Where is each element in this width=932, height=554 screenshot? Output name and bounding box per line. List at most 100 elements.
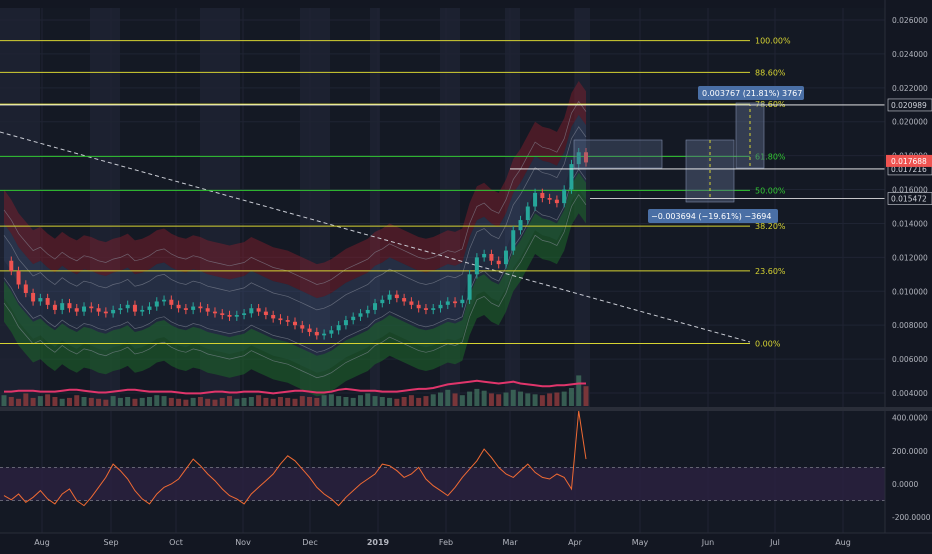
current-price-label[interactable]: 0.017688 (886, 154, 932, 167)
candle-body[interactable] (343, 320, 348, 326)
candle-body[interactable] (329, 330, 334, 334)
candle-body[interactable] (569, 164, 574, 190)
volume-bar (379, 397, 385, 406)
candle-body[interactable] (38, 298, 43, 302)
candle-body[interactable] (307, 328, 312, 332)
projection-box[interactable] (573, 139, 663, 169)
candle-body[interactable] (525, 206, 530, 221)
candle-body[interactable] (438, 304, 443, 309)
candle-body[interactable] (380, 299, 385, 304)
candle-body[interactable] (300, 325, 305, 329)
candle-body[interactable] (82, 306, 87, 312)
oscillator-line[interactable] (3, 410, 587, 507)
candle-body[interactable] (467, 274, 472, 300)
measure-down-label[interactable]: −0.003694 (−19.61%) −3694 (648, 209, 778, 223)
candle-body[interactable] (67, 303, 72, 309)
candle-body[interactable] (198, 306, 203, 309)
candle-body[interactable] (423, 308, 428, 310)
candle-body[interactable] (496, 260, 501, 265)
candle-body[interactable] (111, 309, 116, 314)
candle-body[interactable] (358, 313, 363, 317)
candle-body[interactable] (482, 253, 487, 258)
candle-body[interactable] (285, 320, 290, 322)
candle-body[interactable] (293, 321, 297, 326)
candle-body[interactable] (394, 294, 399, 299)
candle-body[interactable] (191, 306, 196, 310)
candle-body[interactable] (278, 318, 283, 321)
candle-body[interactable] (365, 309, 370, 314)
candle-body[interactable] (576, 152, 581, 165)
candle-body[interactable] (45, 298, 50, 305)
time-axis[interactable]: Aug Sep Oct Nov Dec 2019 Feb Mar Apr May Jun Jul Aug (0, 532, 932, 547)
candle-body[interactable] (445, 301, 450, 305)
candle-body[interactable] (387, 294, 392, 300)
candle-body[interactable] (409, 301, 414, 305)
projection-tools[interactable] (573, 102, 765, 203)
candle-body[interactable] (9, 260, 14, 271)
candle-body[interactable] (220, 313, 225, 316)
candle-body[interactable] (147, 306, 152, 310)
pane-divider[interactable] (0, 407, 932, 411)
candle-body[interactable] (249, 308, 254, 314)
candle-body[interactable] (154, 301, 159, 307)
price-marker-label[interactable]: 0.020989 (887, 98, 932, 112)
measure-up-label[interactable]: 0.003767 (21.81%) 3767 (698, 86, 804, 100)
candle-body[interactable] (103, 311, 108, 314)
candle-body[interactable] (416, 304, 421, 309)
candle-body[interactable] (234, 315, 239, 317)
candlesticks[interactable] (9, 148, 588, 340)
candle-body[interactable] (169, 299, 174, 305)
candle-body[interactable] (474, 257, 479, 275)
candle-body[interactable] (89, 306, 94, 309)
candle-body[interactable] (547, 198, 552, 200)
candle-body[interactable] (554, 199, 559, 204)
candle-body[interactable] (263, 311, 268, 316)
candle-body[interactable] (489, 253, 494, 261)
candle-body[interactable] (125, 304, 130, 309)
candle-body[interactable] (540, 192, 545, 199)
fib-level-label: 23.60% (755, 267, 786, 276)
candle-body[interactable] (52, 304, 57, 310)
candle-body[interactable] (453, 301, 458, 304)
oscillator[interactable] (0, 410, 885, 507)
candle-body[interactable] (351, 316, 356, 321)
candle-body[interactable] (162, 299, 167, 302)
candle-body[interactable] (60, 303, 65, 310)
candle-body[interactable] (227, 315, 232, 317)
candle-body[interactable] (402, 298, 407, 302)
candle-body[interactable] (74, 308, 79, 312)
candle-body[interactable] (511, 230, 516, 251)
candle-body[interactable] (212, 311, 217, 314)
candle-body[interactable] (336, 325, 341, 331)
candle-body[interactable] (132, 304, 137, 312)
candle-body[interactable] (205, 308, 210, 312)
candle-body[interactable] (322, 333, 327, 336)
candle-body[interactable] (96, 308, 101, 312)
candle-body[interactable] (183, 308, 188, 310)
candle-body[interactable] (31, 292, 36, 302)
candle-body[interactable] (562, 189, 567, 204)
candle-body[interactable] (23, 284, 28, 293)
candle-body[interactable] (314, 331, 319, 336)
candle-body[interactable] (256, 308, 261, 312)
candle-body[interactable] (460, 299, 465, 304)
candle-body[interactable] (118, 308, 123, 310)
candle-body[interactable] (140, 309, 145, 312)
candle-body[interactable] (503, 250, 508, 265)
candle-body[interactable] (271, 315, 276, 319)
candle-body[interactable] (242, 313, 247, 316)
oscillator-axis[interactable]: 400.0000 200.0000 0.0000 -200.0000 (892, 414, 931, 523)
candle-body[interactable] (16, 270, 21, 285)
fibonacci-retracement[interactable]: 100.00%88.60%78.60%61.80%50.00%38.20%23.… (0, 37, 791, 349)
candle-body[interactable] (431, 308, 436, 310)
candle-body[interactable] (373, 303, 378, 310)
price-axis[interactable]: 0.0260000.0240000.0220000.0200000.018000… (884, 0, 932, 533)
candle-body[interactable] (518, 220, 523, 231)
trendline[interactable] (0, 131, 751, 343)
candle-body[interactable] (584, 152, 588, 163)
candle-body[interactable] (533, 192, 538, 207)
candle-body[interactable] (176, 304, 181, 309)
price-marker-label[interactable]: 0.015472 (887, 192, 932, 205)
